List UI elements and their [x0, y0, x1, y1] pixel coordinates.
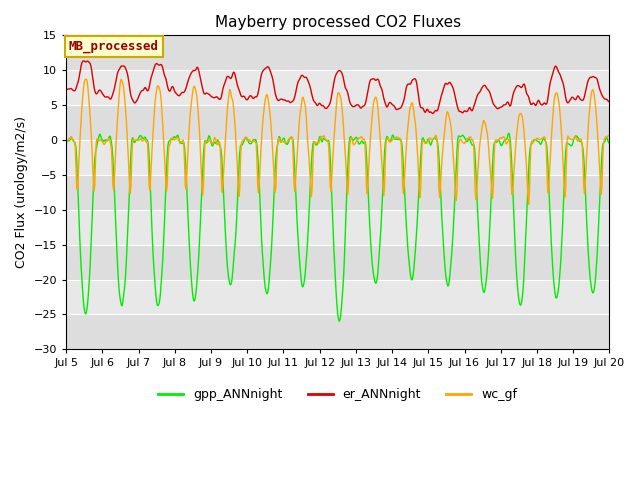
Bar	[66, 245, 609, 279]
Bar	[66, 314, 609, 349]
Line: er_ANNnight: er_ANNnight	[66, 61, 609, 114]
Bar	[66, 36, 609, 70]
Line: gpp_ANNnight: gpp_ANNnight	[66, 133, 609, 321]
Y-axis label: CO2 Flux (urology/m2/s): CO2 Flux (urology/m2/s)	[15, 116, 28, 268]
Bar	[66, 175, 609, 210]
Text: MB_processed: MB_processed	[69, 39, 159, 53]
Legend: gpp_ANNnight, er_ANNnight, wc_gf: gpp_ANNnight, er_ANNnight, wc_gf	[154, 383, 522, 406]
Line: wc_gf: wc_gf	[66, 79, 609, 204]
Bar	[66, 105, 609, 140]
Title: Mayberry processed CO2 Fluxes: Mayberry processed CO2 Fluxes	[214, 15, 461, 30]
